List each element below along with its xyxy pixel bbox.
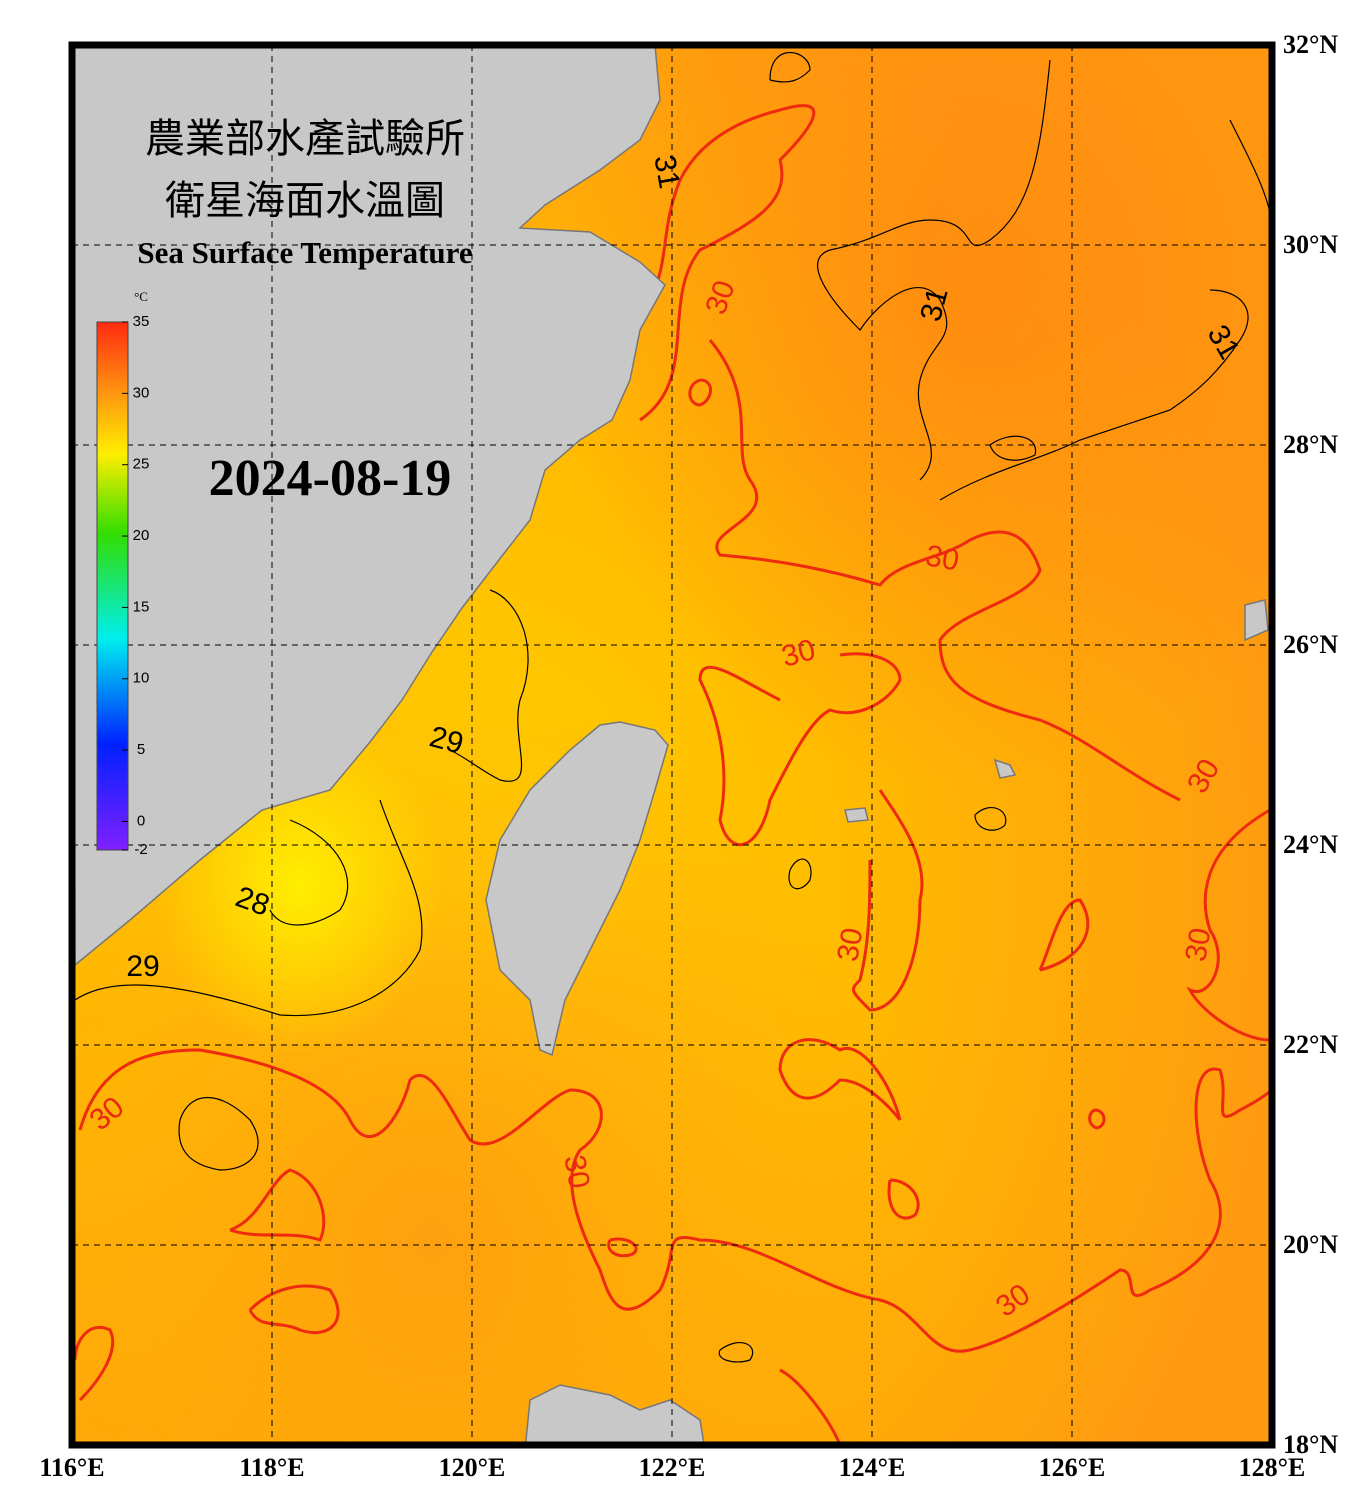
lat-label: 30°N [1283, 230, 1338, 259]
title-chinese: 農業部水產試驗所 [145, 116, 465, 161]
contour-label: 30 [557, 1152, 595, 1191]
taiwan [485, 721, 669, 1057]
lat-label: 20°N [1283, 1230, 1338, 1259]
map-frame [68, 41, 1276, 1449]
colorbar-tick-label: 0 [137, 812, 145, 829]
colorbar-tick-label: 10 [133, 670, 150, 687]
axis-labels: 116°E 118°E 120°E 122°E 124°E 126°E 128°E 32°N 3… [39, 30, 1338, 1482]
lat-label: 28°N [1283, 430, 1338, 459]
mainland [72, 45, 666, 967]
island [844, 807, 869, 823]
title-chinese: 衛星海面水溫圖 [165, 178, 445, 223]
contour-label: 29 [126, 950, 159, 983]
luzon [524, 1384, 705, 1445]
lon-label: 116°E [39, 1453, 104, 1482]
lon-label: 124°E [839, 1453, 906, 1482]
lon-label: 126°E [1039, 1453, 1106, 1482]
colorbar-tick-label: 30 [133, 384, 150, 401]
contour-label: 30 [831, 925, 869, 964]
date: 2024-08-19 [209, 450, 452, 507]
island [993, 758, 1017, 779]
colorbar-tick-label: 35 [133, 313, 150, 330]
island [1244, 599, 1269, 642]
lat-label: 18°N [1283, 1430, 1338, 1459]
colorbar-tick-label: 15 [133, 598, 150, 615]
lon-label: 128°E [1239, 1453, 1306, 1482]
lat-label: 32°N [1283, 30, 1338, 59]
lat-label: 22°N [1283, 1030, 1338, 1059]
contour-label: 30 [923, 539, 962, 577]
colorbar-tick-label: 25 [133, 456, 150, 473]
contours-other [74, 52, 1272, 1363]
lon-label: 120°E [439, 1453, 506, 1482]
title-english: Sea Surface Temperature [137, 235, 472, 270]
lat-label: 24°N [1283, 830, 1338, 859]
colorbar-tick-label: 5 [137, 741, 145, 758]
colorbar-tick-label: -2 [134, 841, 147, 858]
colorbar-ticks: 35 30 25 20 15 10 5 0 -2 [122, 313, 149, 858]
lat-label: 26°N [1283, 630, 1338, 659]
map-area [72, 45, 1272, 1445]
land [72, 45, 1269, 1445]
lon-label: 118°E [239, 1453, 304, 1482]
lon-label: 122°E [639, 1453, 706, 1482]
graticule [72, 45, 1272, 1445]
contours-30 [73, 104, 1272, 1445]
contour-label: 31 [647, 152, 685, 191]
colorbar-unit: °C [134, 289, 148, 304]
colorbar-tick-label: 20 [133, 527, 150, 544]
colorbar [96, 321, 129, 851]
contour-label: 30 [1179, 925, 1217, 964]
